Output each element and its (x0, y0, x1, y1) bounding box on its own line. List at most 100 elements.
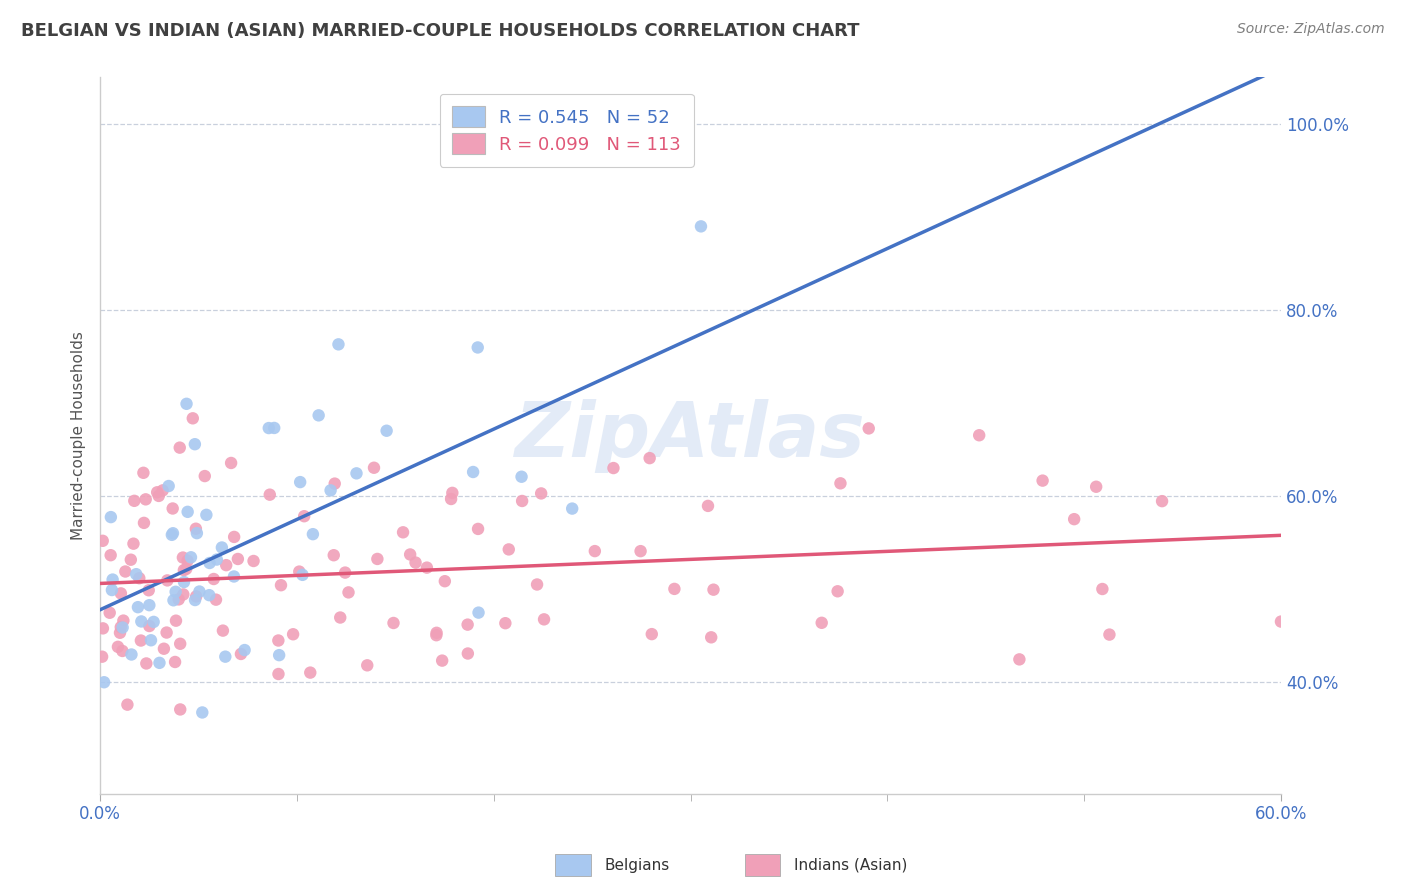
Point (561, 501, 583, 516)
Point (257, 421, 280, 435)
Point (1270, 615, 1292, 629)
Point (288, 475, 311, 489)
Point (194, 469, 217, 483)
Point (91, 621, 114, 635)
Point (186, 590, 208, 604)
Point (1032, 474, 1054, 488)
Point (219, 456, 242, 470)
Point (176, 397, 198, 411)
Point (181, 411, 204, 425)
Point (1091, 582, 1114, 596)
Point (191, 706, 214, 720)
Legend: R = 0.545   N = 52, R = 0.099   N = 113: R = 0.545 N = 52, R = 0.099 N = 113 (440, 94, 693, 167)
Point (131, 615, 153, 629)
Point (291, 567, 314, 582)
Point (173, 574, 195, 589)
Point (440, 491, 463, 506)
Point (292, 509, 315, 524)
Point (510, 469, 533, 483)
Point (146, 485, 169, 500)
Point (242, 554, 264, 568)
Point (111, 644, 134, 658)
Point (281, 627, 304, 641)
Point (302, 527, 325, 541)
Point (169, 441, 191, 455)
Point (125, 567, 148, 582)
Point (267, 667, 290, 681)
Point (107, 640, 129, 654)
Point (162, 526, 184, 541)
Point (363, 460, 385, 475)
Point (112, 614, 135, 628)
Point (259, 488, 281, 502)
Point (124, 493, 146, 508)
Point (162, 501, 184, 516)
Point (270, 578, 292, 592)
Point (498, 542, 520, 557)
Point (858, 421, 880, 435)
Point (184, 437, 207, 451)
Point (827, 584, 849, 599)
Point (108, 625, 131, 640)
Point (148, 489, 170, 503)
Point (120, 648, 142, 662)
Point (467, 606, 489, 620)
Point (457, 647, 479, 661)
Point (700, 630, 723, 644)
Point (328, 337, 350, 351)
Point (375, 424, 398, 438)
Point (122, 537, 145, 551)
Point (188, 584, 211, 599)
Point (138, 598, 160, 612)
Point (229, 647, 252, 661)
Point (205, 592, 228, 607)
Point (222, 569, 245, 583)
Point (211, 541, 233, 555)
Point (337, 585, 360, 599)
Point (267, 633, 290, 648)
Point (186, 526, 208, 541)
Point (299, 665, 322, 680)
Point (138, 619, 160, 633)
Point (155, 625, 177, 640)
Point (100, 510, 122, 524)
Point (702, 582, 724, 597)
Point (382, 615, 405, 630)
Point (176, 554, 198, 568)
Point (152, 483, 174, 498)
Point (664, 582, 686, 596)
Point (138, 583, 160, 598)
Point (132, 516, 155, 530)
Point (333, 566, 356, 580)
Point (356, 658, 378, 673)
Point (117, 698, 139, 712)
Point (165, 614, 187, 628)
Point (425, 628, 447, 642)
Point (98, 606, 121, 620)
Point (269, 648, 291, 662)
Point (319, 483, 342, 498)
Point (176, 505, 198, 519)
Point (165, 655, 187, 669)
Point (139, 633, 162, 648)
Point (195, 508, 218, 522)
Point (215, 558, 238, 573)
Point (392, 525, 415, 540)
Text: ZipAtlas: ZipAtlas (515, 399, 866, 473)
Point (135, 657, 157, 671)
Point (198, 588, 221, 602)
Point (1063, 512, 1085, 526)
Point (416, 560, 439, 574)
Point (100, 548, 122, 562)
Point (91, 533, 114, 548)
Point (533, 612, 555, 626)
Text: Indians (Asian): Indians (Asian) (794, 858, 908, 872)
Point (399, 548, 422, 562)
Point (323, 476, 346, 491)
Point (226, 552, 249, 566)
Point (602, 461, 624, 475)
Point (510, 494, 533, 508)
Point (165, 584, 187, 599)
Text: BELGIAN VS INDIAN (ASIAN) MARRIED-COUPLE HOUSEHOLDS CORRELATION CHART: BELGIAN VS INDIAN (ASIAN) MARRIED-COUPLE… (21, 22, 859, 40)
Point (142, 615, 165, 629)
